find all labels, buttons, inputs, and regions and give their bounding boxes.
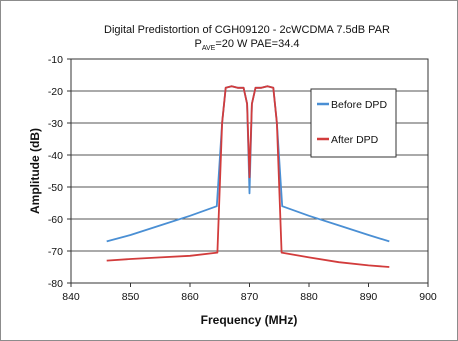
legend-box — [310, 88, 397, 158]
y-tick-label: -30 — [48, 118, 63, 130]
legend-label-after-dpd: After DPD — [331, 134, 379, 146]
subtitle-suffix: =20 W PAE=34.4 — [215, 38, 299, 50]
legend-label-before-dpd: Before DPD — [331, 99, 387, 111]
x-tick-label: 900 — [419, 291, 437, 303]
x-tick-label: 860 — [181, 291, 199, 303]
subtitle-prefix: P — [194, 38, 201, 50]
x-axis: 840 850 860 870 880 890 900 — [62, 283, 437, 303]
x-tick-label: 840 — [62, 291, 80, 303]
subtitle-subscript: AVE — [202, 45, 216, 52]
x-axis-label: Frequency (MHz) — [201, 313, 298, 327]
y-tick-label: -20 — [48, 86, 63, 98]
legend: Before DPD After DPD — [310, 88, 397, 158]
y-tick-label: -60 — [48, 214, 63, 226]
x-tick-label: 880 — [300, 291, 318, 303]
x-tick-label: 850 — [122, 291, 140, 303]
series-line-before-dpd — [106, 85, 390, 243]
series-line-after-dpd — [106, 85, 390, 268]
y-tick-label: -10 — [48, 54, 63, 66]
series-lines — [106, 85, 390, 268]
y-tick-label: -40 — [48, 150, 63, 162]
x-tick-label: 890 — [360, 291, 378, 303]
y-axis: -10 -20 -30 -40 -50 -60 -70 -80 — [48, 54, 71, 290]
y-axis-label: Amplitude (dB) — [28, 128, 42, 214]
y-tick-label: -50 — [48, 182, 63, 194]
chart-title: Digital Predistortion of CGH09120 - 2cWC… — [104, 24, 390, 36]
x-tick-label: 870 — [241, 291, 259, 303]
y-tick-label: -70 — [48, 246, 63, 258]
chart-subtitle: PAVE=20 W PAE=34.4 — [194, 38, 299, 52]
y-tick-label: -80 — [48, 278, 63, 290]
